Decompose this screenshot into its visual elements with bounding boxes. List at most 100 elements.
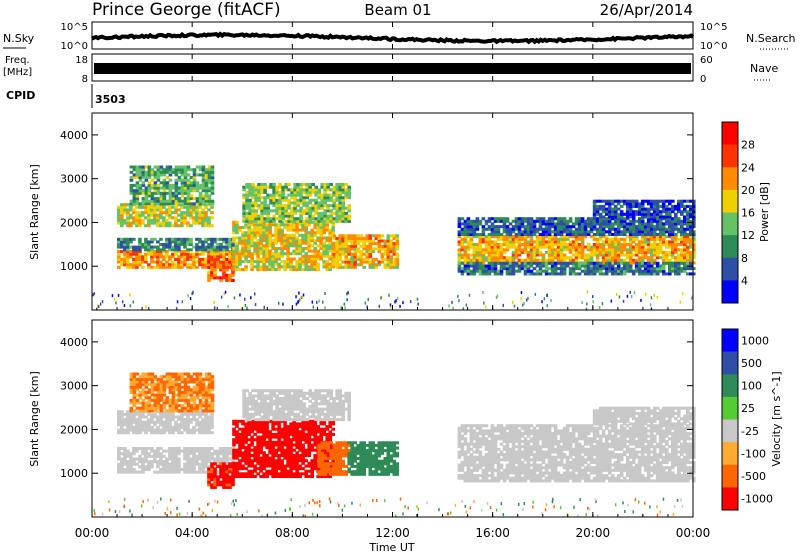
data-cell <box>607 256 612 260</box>
data-cell <box>323 188 327 192</box>
data-cell <box>174 240 178 244</box>
data-cell <box>120 224 124 228</box>
data-cell <box>307 231 311 235</box>
data-cell <box>150 213 154 217</box>
data-cell <box>298 244 302 248</box>
data-cell <box>242 214 246 218</box>
data-cell <box>150 420 154 424</box>
data-cell <box>195 243 199 247</box>
data-cell <box>668 207 672 211</box>
data-cell <box>622 248 627 252</box>
data-cell <box>646 212 651 216</box>
data-cell <box>201 199 206 203</box>
data-cell <box>631 204 636 208</box>
data-cell <box>186 211 190 215</box>
data-cell <box>508 267 513 271</box>
data-cell <box>604 267 609 271</box>
data-cell <box>541 227 546 231</box>
data-cell <box>195 418 199 422</box>
data-cell <box>362 244 366 248</box>
data-cell <box>671 225 675 229</box>
data-cell <box>183 168 188 172</box>
data-cell <box>604 225 609 229</box>
data-cell <box>637 243 642 247</box>
data-cell <box>592 261 597 265</box>
data-cell <box>165 423 169 427</box>
data-cell <box>362 242 366 246</box>
data-cell <box>153 431 157 435</box>
data-cell <box>183 199 188 203</box>
data-cell <box>481 250 486 254</box>
data-cell <box>207 263 211 267</box>
data-cell <box>547 219 552 223</box>
data-cell <box>301 257 305 261</box>
data-cell <box>231 243 235 247</box>
data-cell <box>517 245 522 249</box>
data-cell <box>216 462 220 466</box>
data-cell <box>661 233 666 237</box>
data-cell <box>553 235 558 239</box>
data-cell <box>490 227 495 231</box>
data-cell <box>332 260 336 264</box>
data-cell <box>183 170 188 174</box>
data-cell <box>268 239 272 243</box>
data-cell <box>213 271 217 275</box>
data-cell <box>640 261 645 265</box>
data-cell <box>586 258 591 262</box>
data-cell <box>356 247 360 251</box>
data-cell <box>520 250 525 254</box>
data-cell <box>260 183 264 187</box>
data-cell <box>228 252 232 256</box>
data-cell <box>144 178 149 182</box>
data-cell <box>277 233 281 237</box>
data-cell <box>207 467 211 471</box>
data-cell <box>117 260 121 264</box>
data-cell <box>123 255 127 259</box>
data-cell <box>177 248 181 252</box>
data-cell <box>144 211 148 215</box>
data-cell <box>141 260 145 264</box>
data-cell <box>353 242 357 246</box>
data-cell <box>284 219 288 223</box>
data-cell <box>117 415 121 419</box>
data-cell <box>162 265 166 269</box>
data-cell <box>356 257 360 261</box>
data-cell <box>156 470 160 474</box>
data-cell <box>616 245 621 249</box>
data-cell <box>395 234 400 238</box>
data-cell <box>283 244 287 248</box>
data-cell <box>180 449 184 453</box>
data-cell <box>290 214 294 218</box>
data-cell <box>165 211 169 215</box>
data-cell <box>150 372 155 376</box>
date-title: 26/Apr/2014 <box>600 1 693 19</box>
data-cell <box>589 230 594 234</box>
data-cell <box>189 409 194 413</box>
data-cell <box>247 244 251 248</box>
data-cell <box>493 219 498 223</box>
data-cell <box>207 216 211 220</box>
data-cell <box>298 260 302 264</box>
data-cell <box>242 201 246 205</box>
data-cell <box>490 256 495 260</box>
data-cell <box>308 193 312 197</box>
data-cell <box>689 256 693 260</box>
data-cell <box>377 263 382 267</box>
data-cell <box>595 264 600 268</box>
data-cell <box>168 465 172 469</box>
data-cell <box>481 267 486 271</box>
data-cell <box>353 260 357 264</box>
data-cell <box>689 258 693 262</box>
data-cell <box>595 248 600 252</box>
data-cell <box>183 245 187 249</box>
data-cell <box>547 272 552 276</box>
data-cell <box>523 217 528 221</box>
data-cell <box>138 224 142 228</box>
data-cell <box>487 253 492 257</box>
data-cell <box>592 237 597 241</box>
data-cell <box>478 240 483 244</box>
data-cell <box>266 185 270 189</box>
data-cell <box>210 420 214 424</box>
data-cell <box>304 252 308 256</box>
data-cell <box>677 248 681 252</box>
